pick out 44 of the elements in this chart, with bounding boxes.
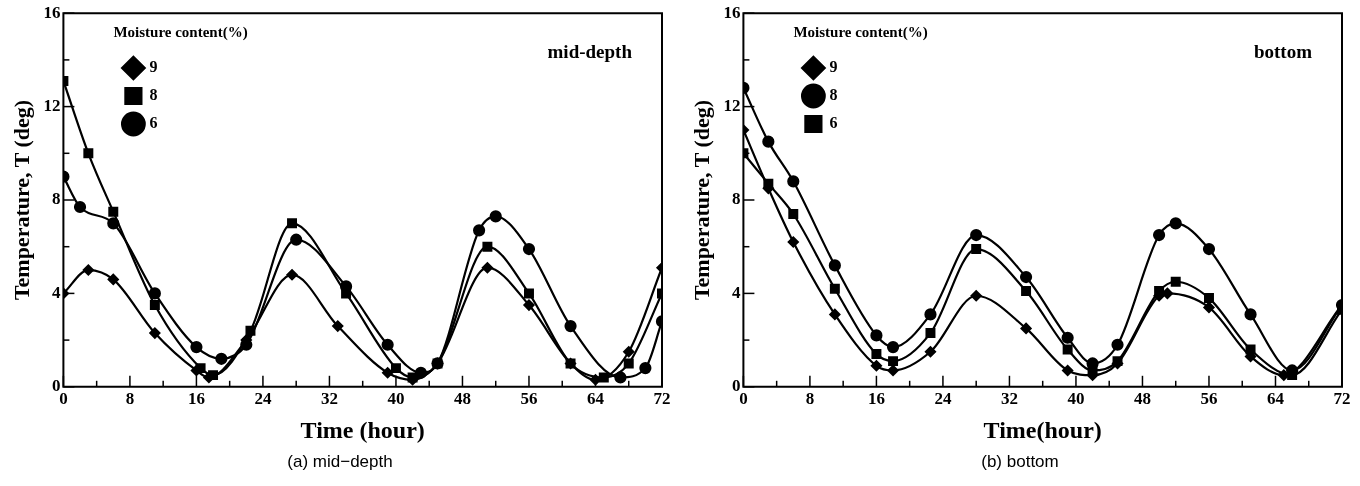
x-tick-label: 48 [1133,389,1151,409]
y-axis-title: Temperature, T (deg) [688,99,714,301]
x-tick-label: 64 [586,389,605,409]
x-tick-label: 48 [453,389,471,409]
legend-label: 8 [149,86,158,104]
x-tick-label: 64 [1266,389,1285,409]
legend-title: Moisture content(%) [113,24,248,42]
x-tick-label: 24 [934,389,952,409]
legend-label: 6 [149,114,158,132]
x-tick-label: 56 [520,389,538,409]
y-tick-label: 8 [51,189,61,209]
x-tick-label: 8 [805,389,815,409]
legend-title: Moisture content(%) [793,24,928,42]
x-tick-label: 40 [1067,389,1085,409]
x-tick-label: 72 [653,389,671,409]
legend-label: 6 [829,114,838,132]
x-tick-label: 56 [1200,389,1218,409]
y-tick-label: 16 [723,2,741,22]
y-tick-label: 0 [51,376,61,396]
x-tick-label: 16 [867,389,885,409]
y-tick-label: 12 [723,95,741,115]
annotation: bottom [1253,41,1313,63]
text: (b) bottom [981,452,1059,472]
x-tick-label: 16 [187,389,205,409]
x-tick-label: 32 [320,389,338,409]
y-tick-label: 0 [731,376,741,396]
legend-label: 8 [829,86,838,104]
x-axis-title: Time(hour) [983,416,1102,443]
x-axis-title: Time (hour) [300,416,425,443]
y-tick-label: 8 [731,189,741,209]
x-tick-label: 24 [254,389,272,409]
y-tick-label: 16 [43,2,61,22]
text: (a) mid−depth [287,452,393,472]
legend-label: 9 [829,58,838,76]
y-tick-label: 4 [51,282,61,302]
x-tick-label: 8 [125,389,135,409]
annotation: mid-depth [547,41,633,63]
y-axis-title: Temperature, T (deg) [8,99,34,301]
legend-label: 9 [149,58,158,76]
y-tick-label: 12 [43,95,61,115]
y-tick-label: 4 [731,282,741,302]
x-tick-label: 72 [1333,389,1351,409]
x-tick-label: 40 [387,389,405,409]
x-tick-label: 32 [1000,389,1018,409]
